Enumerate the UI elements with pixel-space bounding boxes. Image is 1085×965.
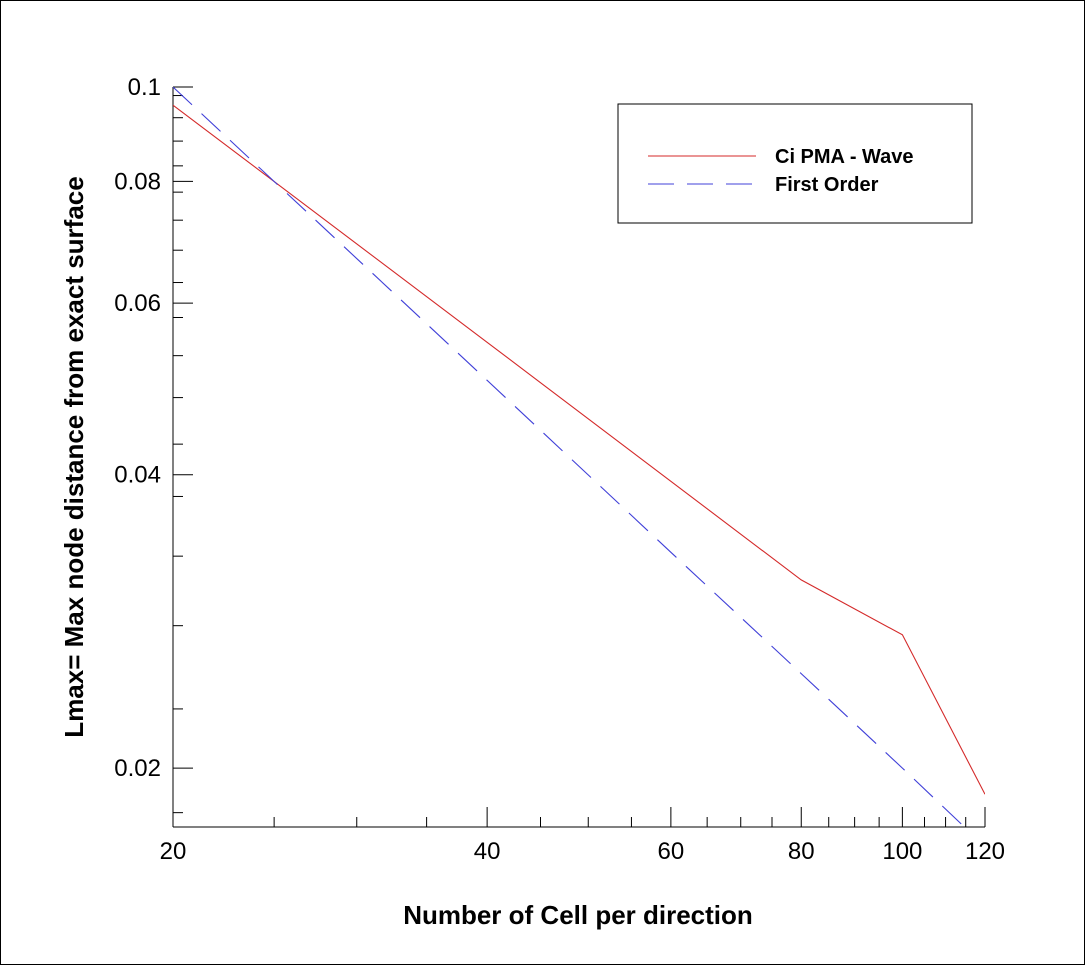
x-tick-label: 120 [965,838,1005,865]
series-line-first-order [173,87,966,827]
plot-area: 20 40 60 80 100 120 0.02 0.04 0.06 0.08 0.1 [114,74,1005,865]
x-tick-label: 80 [788,838,815,865]
x-tick-label: 40 [474,838,501,865]
y-tick-label: 0.06 [114,290,161,317]
x-tick-label: 100 [882,838,922,865]
x-axis-title: Number of Cell per direction [403,900,753,930]
legend-box [617,103,973,224]
x-tick-label: 20 [160,838,187,865]
y-tick-label: 0.04 [114,462,161,489]
y-tick-label: 0.02 [114,755,161,782]
series-line-ci-pma-wave [173,104,985,795]
y-tick-label: 0.1 [128,74,161,101]
y-tick-label: 0.08 [114,168,161,195]
x-tick-label: 60 [658,838,685,865]
legend: Ci PMA - Wave First Order [617,103,973,224]
legend-label: First Order [775,174,879,196]
y-axis-title: Lmax= Max node distance from exact surfa… [59,176,89,737]
legend-label: Ci PMA - Wave [775,146,914,168]
